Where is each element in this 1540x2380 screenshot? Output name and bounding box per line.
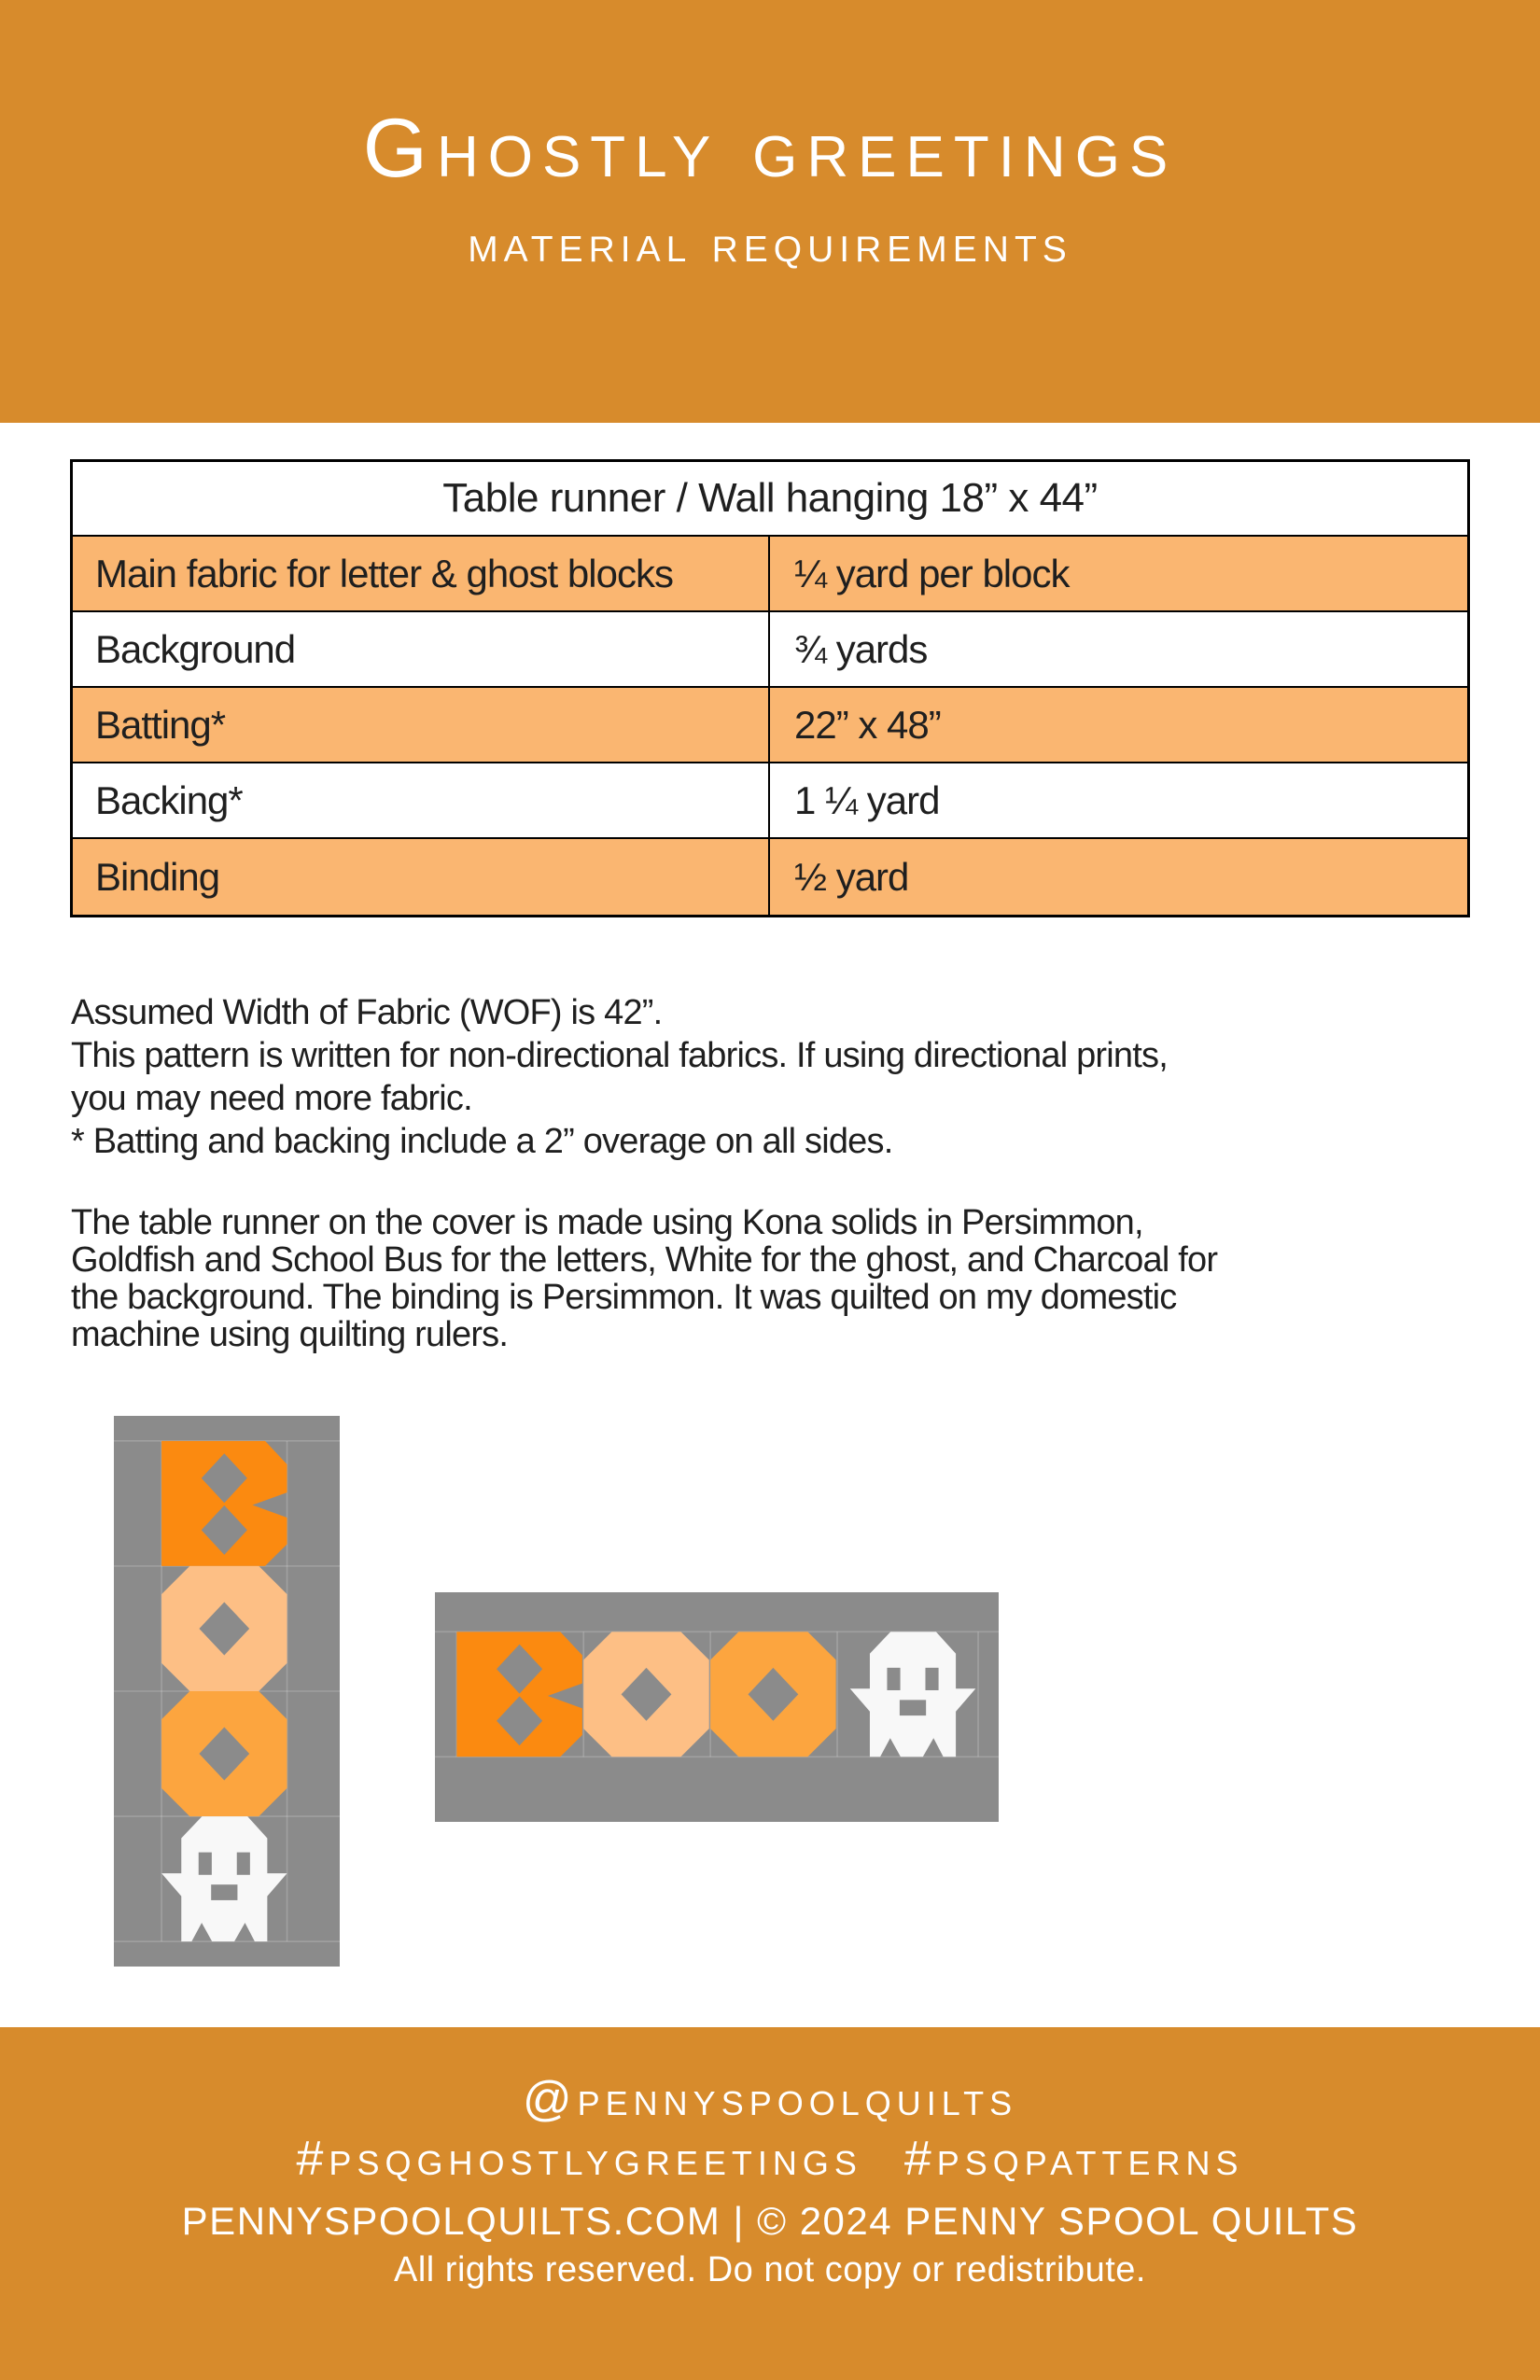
footer-content: @pennyspoolquilts #psqghostlygreetings #p… [0,2027,1540,2292]
row-value: ½ yard [794,854,909,899]
footer-band: @pennyspoolquilts #psqghostlygreetings #p… [0,2027,1540,2380]
cover-description: The table runner on the cover is made us… [71,1204,1490,1353]
materials-table: Table runner / Wall hanging 18” x 44” Ma… [70,459,1470,917]
horizontal-runner-image [435,1592,999,1822]
row-value: ¾ yards [794,626,928,671]
note-line: Goldfish and School Bus for the letters,… [71,1240,1218,1280]
note-line: you may need more fabric. [71,1079,473,1118]
website-copyright: PENNYSPOOLQUILTS.COM | © 2024 PENNY SPOO… [181,2199,1359,2243]
note-line: * Batting and backing include a 2” overa… [71,1122,893,1161]
note-line: This pattern is written for non-directio… [71,1036,1169,1075]
social-handle: @pennyspoolquilts [522,2072,1018,2126]
notes: Assumed Width of Fabric (WOF) is 42”. Th… [71,991,1490,1353]
table-row: Binding ½ yard [73,839,1467,915]
table-row: Background ¾ yards [73,612,1467,688]
header-band: Ghostly Greetings Material Requirements [0,0,1540,423]
table-caption: Table runner / Wall hanging 18” x 44” [73,462,1467,537]
hashtag-psqpatterns: #psqpatterns [903,2132,1244,2186]
row-label: Background [73,612,770,686]
hashtag-ghostlygreetings: #psqghostlygreetings [296,2132,862,2186]
hashtags: #psqghostlygreetings #psqpatterns [0,2130,1540,2188]
row-value: 1 ¼ yard [794,777,940,822]
table-row: Backing* 1 ¼ yard [73,763,1467,839]
rights-line: All rights reserved. Do not copy or redi… [394,2250,1146,2289]
vertical-runner-image [114,1416,340,1967]
note-line: machine using quilting rulers. [71,1315,509,1354]
note-line: Assumed Width of Fabric (WOF) is 42”. [71,993,663,1032]
row-label: Main fabric for letter & ghost blocks [73,537,770,610]
table-row: Batting* 22” x 48” [73,688,1467,763]
page-subtitle: Material Requirements [468,215,1072,273]
page-title: Ghostly Greetings [362,101,1178,194]
row-value: ¼ yard per block [794,551,1071,595]
row-label: Batting* [73,688,770,762]
note-line: the background. The binding is Persimmon… [71,1278,1177,1317]
row-value: 22” x 48” [794,702,942,747]
table-row: Main fabric for letter & ghost blocks ¼ … [73,537,1467,612]
wof-notes: Assumed Width of Fabric (WOF) is 42”. Th… [71,991,1490,1163]
row-label: Backing* [73,763,770,837]
note-line: The table runner on the cover is made us… [71,1203,1144,1242]
row-label: Binding [73,839,770,915]
